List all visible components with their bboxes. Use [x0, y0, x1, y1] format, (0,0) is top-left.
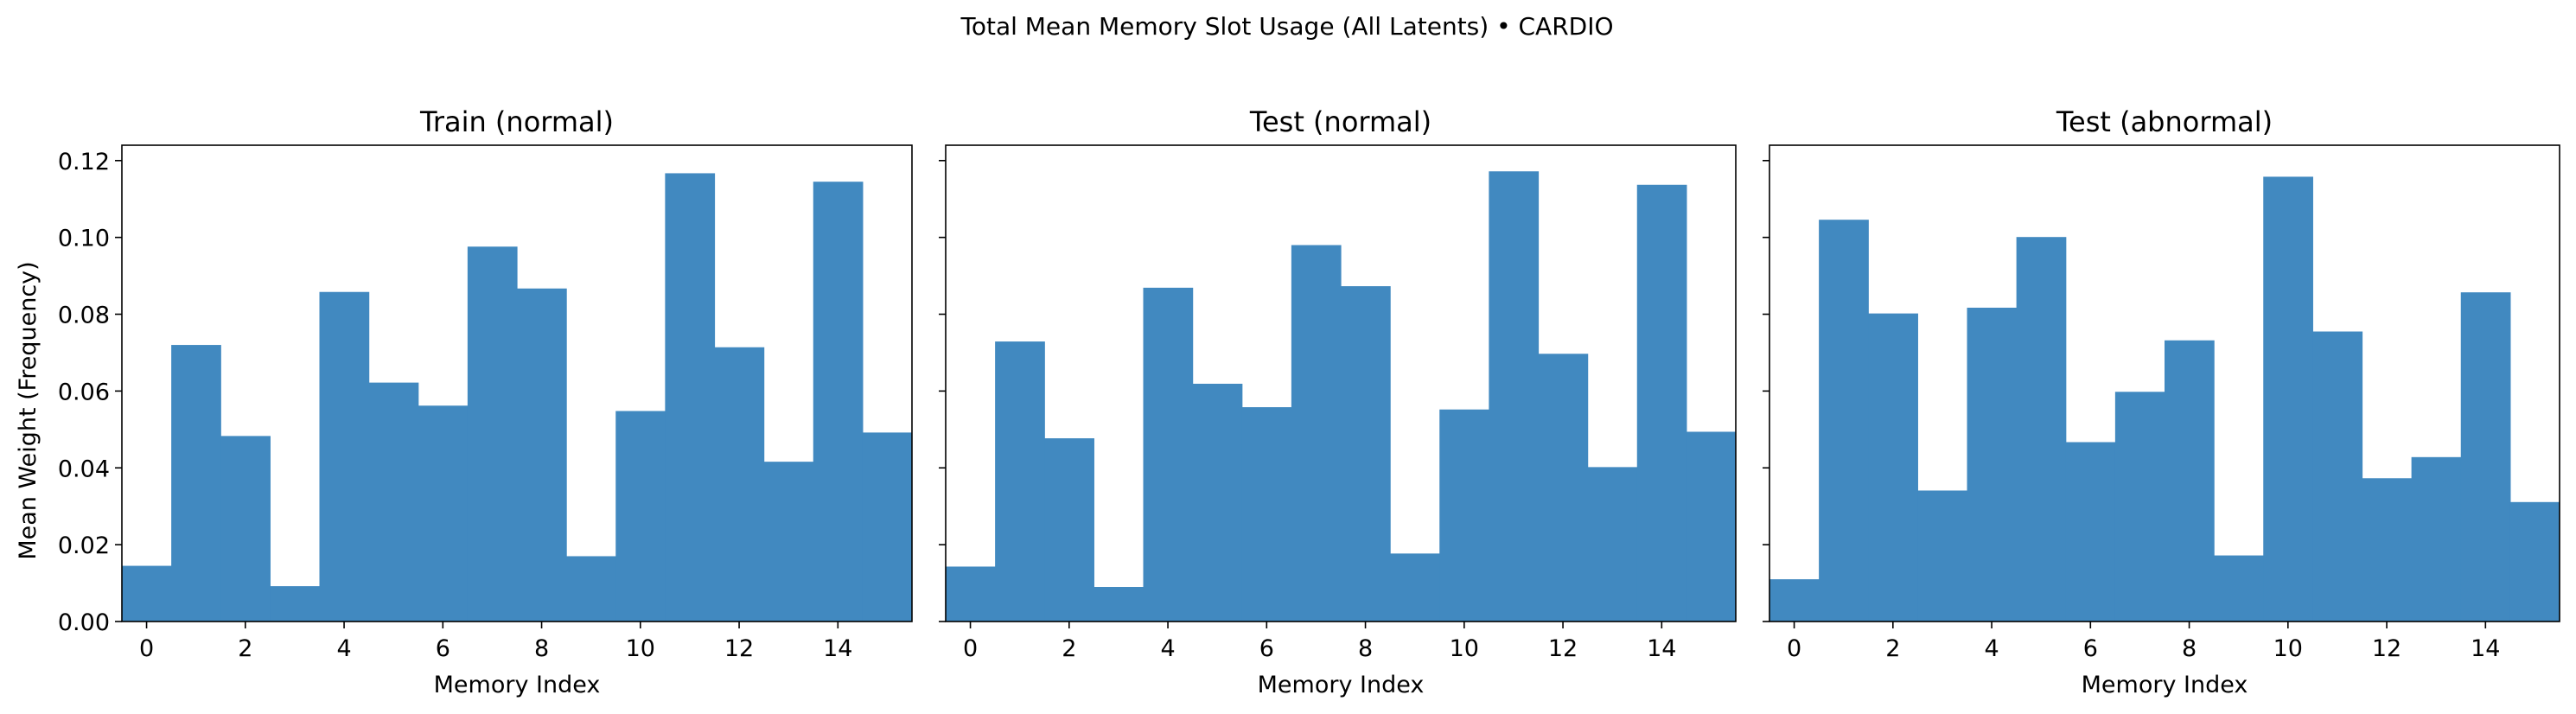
- bar: [1241, 407, 1292, 622]
- bar: [220, 436, 271, 622]
- x-axis-label: Memory Index: [2082, 672, 2248, 698]
- x-tick-label: 12: [2372, 635, 2401, 662]
- y-tick-label: 0.10: [58, 226, 110, 252]
- bar: [368, 382, 419, 622]
- x-tick-label: 12: [1548, 635, 1578, 662]
- x-tick-label: 8: [534, 635, 549, 662]
- bar: [2114, 392, 2165, 622]
- bar: [1044, 438, 1094, 622]
- axes-frame: [1769, 144, 2560, 622]
- bar: [1538, 354, 1589, 622]
- bar: [1291, 245, 1342, 622]
- bar: [1769, 579, 1820, 622]
- y-tick-label: 0.12: [58, 149, 110, 175]
- subplot-title: Train (normal): [419, 105, 614, 138]
- bar: [1917, 490, 1968, 622]
- bar: [1094, 587, 1145, 622]
- bar: [2016, 237, 2067, 622]
- bar: [2362, 478, 2413, 622]
- subplot-title: Test (normal): [1249, 105, 1431, 138]
- x-tick-label: 10: [2273, 635, 2303, 662]
- x-tick-label: 14: [2471, 635, 2500, 662]
- y-tick-label: 0.04: [58, 456, 110, 482]
- x-tick-label: 6: [2083, 635, 2098, 662]
- bar: [813, 182, 864, 622]
- bar: [171, 345, 221, 622]
- bar: [615, 411, 666, 622]
- y-tick-label: 0.06: [58, 379, 110, 405]
- bar: [1686, 431, 1736, 622]
- x-tick-label: 12: [724, 635, 754, 662]
- shared-y-axis-label: Mean Weight (Frequency): [15, 261, 41, 559]
- bar: [122, 565, 172, 622]
- bar: [2460, 292, 2511, 622]
- bar: [418, 405, 469, 622]
- bar: [1390, 553, 1440, 622]
- x-tick-label: 14: [823, 635, 852, 662]
- x-tick-label: 2: [1885, 635, 1900, 662]
- x-tick-label: 6: [436, 635, 450, 662]
- axes-frame: [945, 144, 1737, 622]
- x-tick-label: 8: [1358, 635, 1373, 662]
- bar: [995, 341, 1045, 622]
- bar: [1636, 184, 1687, 622]
- bar: [1868, 313, 1918, 622]
- x-tick-label: 4: [1984, 635, 1999, 662]
- bar: [319, 291, 370, 622]
- x-tick-label: 8: [2182, 635, 2197, 662]
- x-tick-label: 0: [963, 635, 978, 662]
- bar: [2263, 176, 2313, 622]
- x-tick-label: 0: [1787, 635, 1801, 662]
- axes-frame: [121, 144, 913, 622]
- bar: [946, 566, 996, 622]
- bar: [467, 246, 518, 622]
- bar: [862, 432, 912, 622]
- bar: [714, 347, 765, 622]
- subplot-1: Train (normal) Memory Index 0 2 4 6 8 10 12 14 0.0…: [58, 105, 913, 698]
- x-axis-label: Memory Index: [1258, 672, 1425, 698]
- y-tick-label: 0.00: [58, 609, 110, 636]
- bar: [2411, 456, 2462, 622]
- bar: [2165, 340, 2215, 622]
- x-tick-label: 10: [626, 635, 655, 662]
- bar: [2214, 555, 2264, 622]
- y-tick-label: 0.08: [58, 303, 110, 329]
- bar: [665, 173, 716, 622]
- bar: [517, 288, 567, 622]
- bars: [946, 171, 1736, 622]
- bar: [2312, 331, 2363, 622]
- subplot-2: Test (normal) Memory Index 0 2 4 6 8 10 12 14: [939, 105, 1737, 698]
- x-tick-label: 2: [238, 635, 252, 662]
- x-tick-label: 6: [1259, 635, 1274, 662]
- bar: [1341, 286, 1391, 622]
- x-axis-label: Memory Index: [434, 672, 601, 698]
- x-tick-label: 2: [1062, 635, 1076, 662]
- bar: [1489, 171, 1540, 622]
- subplot-3: Test (abnormal) Memory Index 0 2 4 6 8 10 12 14: [1763, 105, 2560, 698]
- subplot-title: Test (abnormal): [2056, 105, 2273, 138]
- x-tick-label: 10: [1450, 635, 1479, 662]
- bar: [1192, 383, 1243, 622]
- bar: [1967, 307, 2018, 622]
- bars: [122, 173, 912, 622]
- x-tick-label: 0: [139, 635, 154, 662]
- figure-suptitle: Total Mean Memory Slot Usage (All Latent…: [960, 12, 1613, 41]
- x-tick-label: 4: [1160, 635, 1175, 662]
- bar: [2065, 442, 2116, 622]
- bar: [2509, 501, 2560, 622]
- bar: [1439, 409, 1489, 622]
- bar: [1143, 287, 1194, 622]
- bars: [1769, 176, 2560, 622]
- bar: [1819, 220, 1869, 622]
- y-tick-label: 0.02: [58, 532, 110, 559]
- x-tick-label: 4: [336, 635, 351, 662]
- bar: [1587, 467, 1638, 622]
- bar: [270, 586, 321, 622]
- bar: [566, 556, 616, 622]
- subplot-panels: Train (normal) Memory Index 0 2 4 6 8 10 12 14 0.0…: [58, 105, 2560, 698]
- x-tick-label: 14: [1647, 635, 1676, 662]
- bar: [763, 462, 814, 622]
